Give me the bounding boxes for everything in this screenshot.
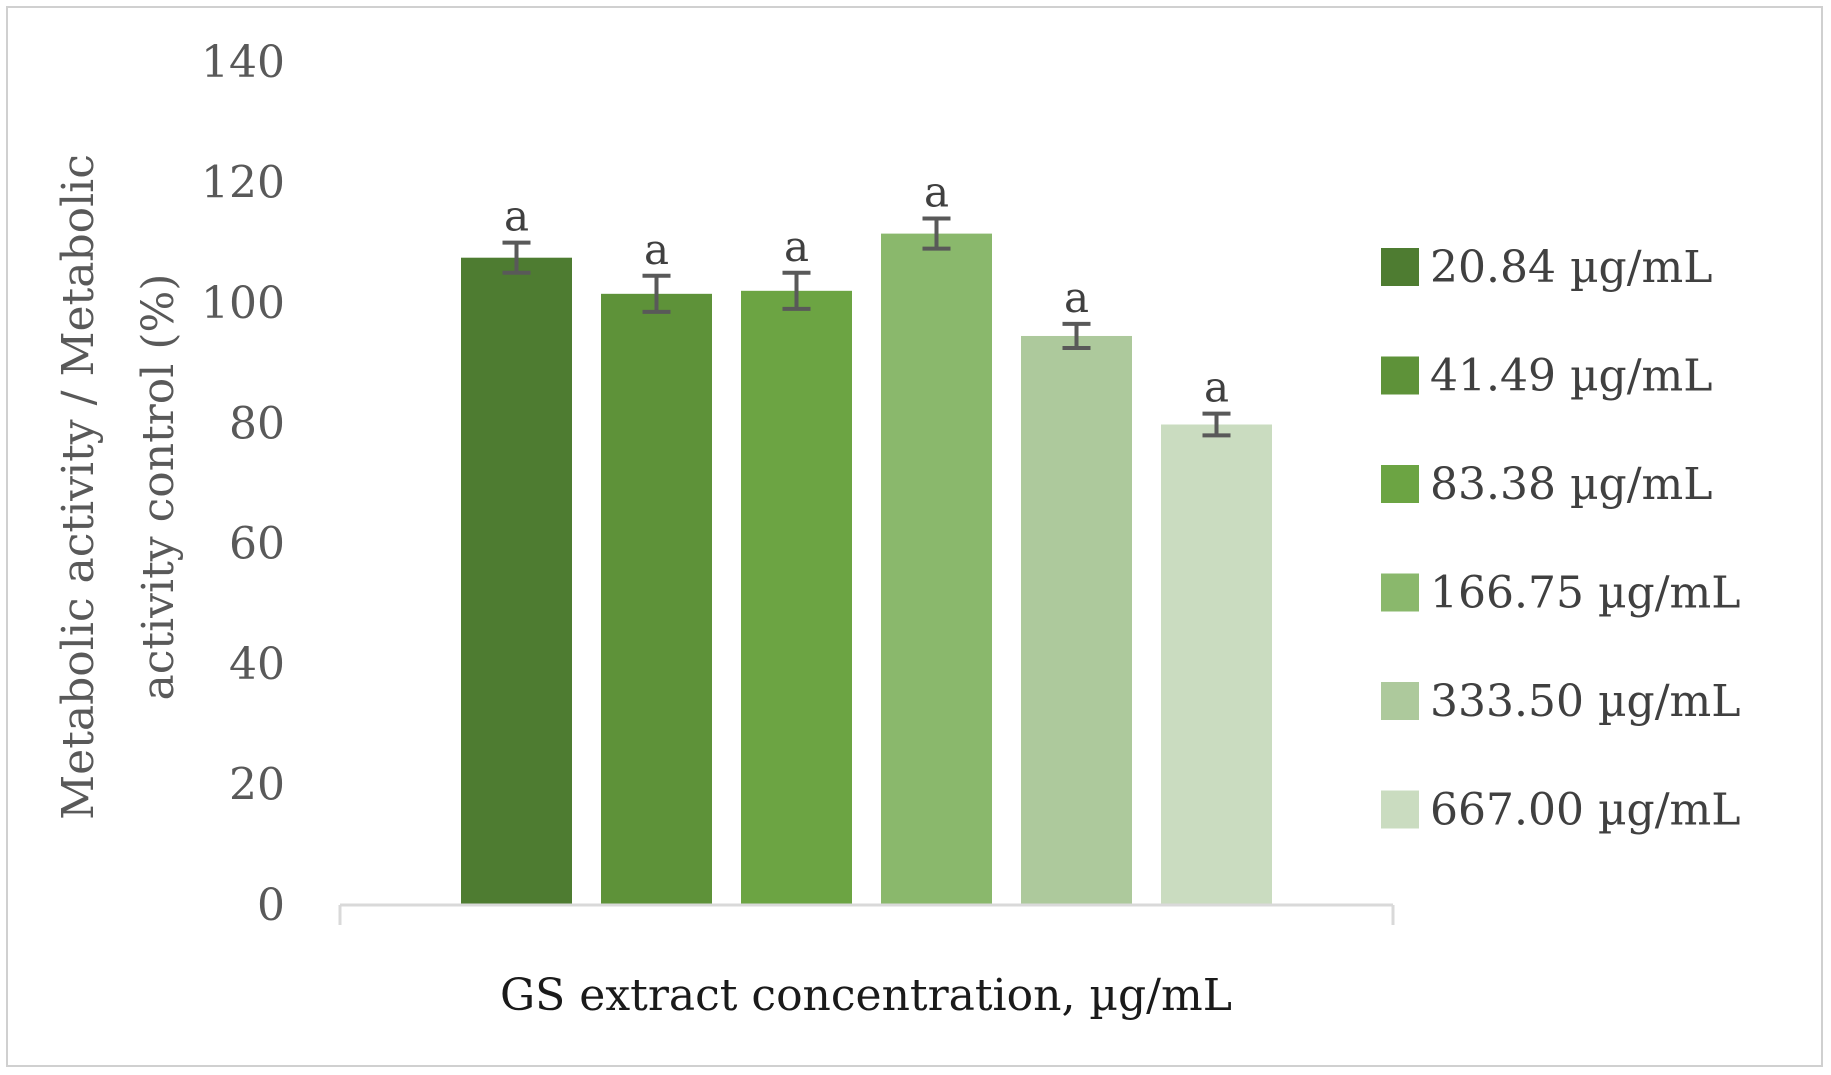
legend-swatch: [1381, 356, 1419, 395]
y-tick-label: 20: [229, 760, 285, 811]
legend-item: 20.84 µg/mL: [1381, 242, 1712, 293]
bar: [881, 233, 992, 905]
legend-swatch: [1381, 248, 1419, 286]
legend-label: 83.38 µg/mL: [1430, 459, 1712, 510]
legend-item: 667.00 µg/mL: [1381, 785, 1740, 836]
y-tick-label: 120: [201, 157, 285, 208]
error-bar: [642, 273, 671, 314]
bar: [1161, 424, 1272, 905]
data-label: a: [1204, 363, 1229, 412]
legend-swatch: [1381, 682, 1419, 720]
bar: [601, 293, 712, 905]
error-bar: [782, 270, 811, 311]
legend-label: 166.75 µg/mL: [1430, 568, 1740, 619]
bar: [741, 290, 852, 905]
y-tick-label: 0: [257, 880, 285, 931]
legend-item: 333.50 µg/mL: [1381, 676, 1740, 727]
error-bar: [1062, 321, 1091, 351]
bar: [1021, 335, 1132, 906]
y-tick-label: 140: [201, 37, 285, 88]
bars: [461, 233, 1272, 906]
x-axis-title: GS extract concentration, µg/mL: [500, 970, 1232, 1021]
bar: [461, 257, 572, 906]
legend-item: 83.38 µg/mL: [1381, 459, 1712, 510]
error-bar: [502, 240, 531, 275]
error-bar: [922, 216, 951, 251]
y-tick-label: 100: [201, 278, 285, 329]
data-label: a: [644, 225, 669, 274]
y-tick-label: 60: [229, 519, 285, 570]
error-bar: [1202, 411, 1231, 438]
legend-swatch: [1381, 573, 1419, 612]
legend-label: 41.49 µg/mL: [1430, 351, 1712, 402]
data-label: a: [504, 192, 529, 241]
y-tick-label: 40: [229, 639, 285, 690]
legend-label: 333.50 µg/mL: [1430, 676, 1740, 727]
y-axis-title-line-2: activity control (%): [133, 274, 184, 701]
y-axis-ticks: 0 20 40 60 80 100 120 140: [201, 37, 285, 931]
legend-item: 41.49 µg/mL: [1381, 351, 1712, 402]
legend-item: 166.75 µg/mL: [1381, 568, 1740, 619]
error-bars: [502, 216, 1231, 438]
x-axis: [338, 903, 1395, 925]
y-axis-title-line-1: Metabolic activity / Metabolic: [53, 154, 104, 820]
legend-swatch: [1381, 465, 1419, 503]
legend-label: 667.00 µg/mL: [1430, 785, 1740, 836]
legend-label: 20.84 µg/mL: [1430, 242, 1712, 293]
y-tick-label: 80: [229, 398, 285, 449]
legend: 20.84 µg/mL 41.49 µg/mL 83.38 µg/mL 166.75 …: [1381, 242, 1740, 836]
data-labels: a a a a a a: [504, 168, 1229, 412]
data-label: a: [1064, 273, 1089, 322]
data-label: a: [924, 168, 949, 217]
legend-swatch: [1381, 790, 1419, 829]
data-label: a: [784, 222, 809, 271]
